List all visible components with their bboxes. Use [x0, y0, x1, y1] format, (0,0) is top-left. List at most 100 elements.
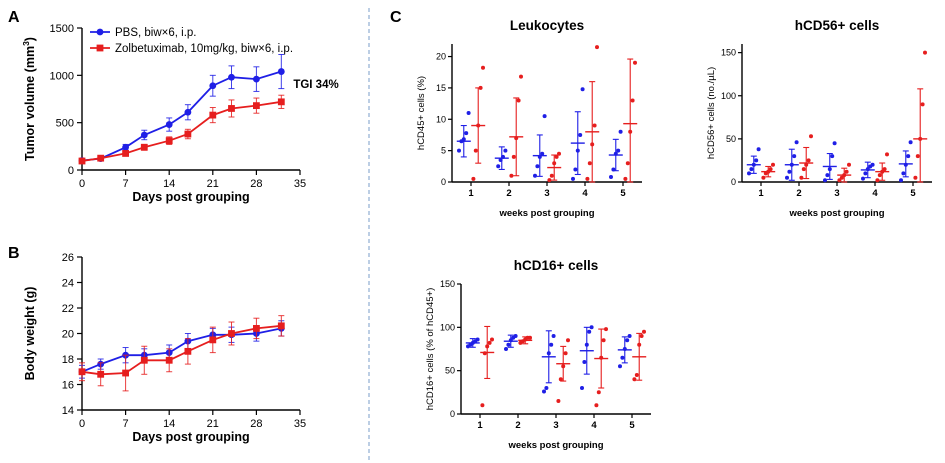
c3-data-point — [546, 351, 551, 356]
c1-data-point — [585, 176, 590, 181]
c1-data-point — [501, 154, 505, 159]
b-series-line — [81, 324, 282, 376]
c2-chart-title: hCD56+ cells — [795, 18, 879, 33]
b-y-tick-label: 26 — [62, 252, 74, 264]
c2-data-point — [832, 141, 837, 146]
c2-data-point — [877, 173, 882, 178]
c2-data-point — [915, 154, 920, 159]
b-y-tick-label: 14 — [62, 405, 74, 417]
b-y-tick-label: 20 — [62, 329, 74, 341]
a-x-tick-label: 21 — [207, 178, 219, 190]
c3-x-tick-label: 1 — [477, 420, 483, 431]
a-data-point — [228, 73, 235, 81]
c3-data-point — [556, 399, 561, 403]
c1-data-point — [533, 173, 537, 178]
c3-data-point — [620, 355, 625, 360]
b-x-tick-label: 14 — [163, 418, 175, 430]
b-y-tick-label: 18 — [62, 354, 74, 366]
c2-data-point — [794, 140, 799, 145]
c1-data-point — [609, 175, 613, 179]
c1-data-point — [466, 111, 471, 115]
b-x-tick-label: 7 — [123, 418, 129, 430]
b-y-tick-label: 22 — [62, 303, 74, 315]
a-legend-marker — [96, 28, 104, 36]
c3-x-axis-label: weeks post grouping — [507, 440, 603, 451]
c2-data-point — [906, 154, 911, 159]
c2-data-point — [792, 154, 797, 159]
b-data-point — [277, 322, 285, 330]
c1-y-axis-label: hCD45+ cells (%) — [416, 76, 427, 150]
b-data-point — [97, 370, 105, 378]
b-series-line — [81, 327, 282, 373]
c2-data-point — [863, 171, 868, 176]
c3-data-point — [490, 337, 494, 342]
c1-y-tick-label: 0 — [441, 177, 446, 187]
a-series-line — [81, 70, 282, 162]
a-data-point — [165, 121, 173, 128]
c1-x-axis-label: weeks post grouping — [498, 208, 594, 219]
c1-data-point — [633, 60, 637, 65]
c1-x-tick-label: 3 — [544, 188, 549, 199]
a-legend-label: Zolbetuximab, 10mg/kg, biw×6, i.p. — [115, 43, 293, 55]
c3-data-point — [604, 327, 608, 332]
c1-data-point — [509, 173, 514, 178]
c3-data-point — [506, 342, 511, 347]
c1-data-point — [535, 164, 540, 169]
c2-data-point — [771, 162, 775, 167]
a-data-point — [97, 154, 105, 162]
c3-data-point — [618, 364, 622, 369]
c2-data-point — [847, 162, 851, 167]
c2-data-point — [806, 158, 811, 163]
c3-chart-title: hCD16+ cells — [514, 258, 598, 273]
c3-data-point — [504, 347, 508, 351]
c1-data-point — [595, 45, 599, 50]
c2-data-point — [801, 167, 806, 172]
c1-data-point — [613, 151, 618, 156]
a-y-tick-label: 0 — [68, 165, 74, 177]
c1-data-point — [514, 136, 519, 141]
c1-data-point — [587, 161, 592, 166]
c3-data-point — [480, 403, 485, 408]
a-data-point — [122, 150, 129, 157]
b-y-tick-label: 16 — [62, 380, 74, 392]
a-x-axis-label: Days post grouping — [132, 190, 249, 204]
c1-data-point — [630, 98, 635, 103]
a-tgi-annotation: TGI 34% — [293, 79, 338, 91]
c1-x-tick-label: 4 — [582, 188, 588, 199]
c2-data-point — [901, 171, 906, 176]
c3-x-tick-label: 2 — [515, 420, 520, 431]
a-data-point — [165, 137, 173, 145]
b-x-tick-label: 0 — [79, 418, 85, 430]
c3-data-point — [485, 344, 490, 349]
c3-group-pbs — [465, 325, 632, 394]
c3-data-point — [482, 351, 487, 356]
c1-data-point — [573, 167, 578, 172]
c1-y-tick-label: 5 — [441, 146, 446, 156]
c3-data-point — [561, 364, 566, 369]
c2-data-point — [880, 169, 885, 174]
c1-y-tick-label: 10 — [436, 114, 446, 124]
c3-data-point — [622, 347, 627, 351]
c3-y-axis-label: hCD16+ cells (% of hCD45+) — [425, 288, 436, 411]
b-x-tick-label: 28 — [250, 418, 262, 430]
c1-data-point — [478, 85, 483, 90]
c2-x-axis-label: weeks post grouping — [788, 208, 884, 219]
c1-data-point — [628, 129, 633, 134]
b-data-point — [253, 325, 260, 332]
c2-data-point — [903, 162, 908, 167]
c2-data-point — [756, 147, 761, 152]
c1-data-point — [542, 114, 547, 119]
c2-data-point — [799, 175, 804, 180]
c3-data-point — [475, 337, 480, 342]
c1-data-point — [618, 129, 623, 134]
c3-y-tick-label: 100 — [440, 322, 455, 332]
c2-data-point — [861, 176, 865, 181]
c1-y-tick-label: 15 — [436, 83, 446, 93]
c1-data-point — [496, 164, 501, 169]
c2-data-point — [920, 102, 925, 107]
c2-data-point — [865, 167, 870, 172]
b-data-point — [122, 369, 129, 377]
c1-data-point — [578, 133, 583, 137]
c1-chart-title: Leukocytes — [510, 18, 584, 33]
